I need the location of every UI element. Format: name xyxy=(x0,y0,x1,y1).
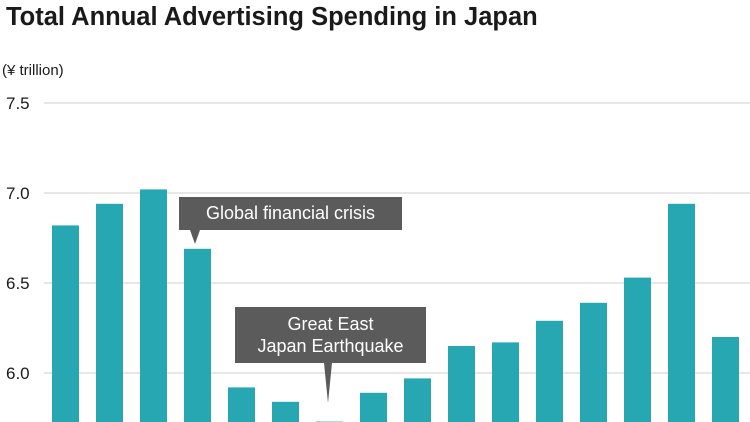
bar xyxy=(492,342,519,422)
annotation-text: Global financial crisis xyxy=(205,203,376,223)
bar xyxy=(580,302,607,422)
y-tick-label: 6.5 xyxy=(6,274,30,293)
chart-title: Total Annual Advertising Spending in Jap… xyxy=(6,3,538,31)
annotation-global-financial-crisis: Global financial crisis xyxy=(179,197,402,230)
annotation-line-1: Great East xyxy=(287,314,374,334)
bar xyxy=(184,248,211,422)
bar xyxy=(404,378,431,422)
bar xyxy=(536,320,563,422)
annotation-pointer xyxy=(190,230,200,244)
bar xyxy=(52,225,79,422)
bar xyxy=(272,401,299,422)
y-axis-unit-label: (¥ trillion) xyxy=(2,62,64,79)
bar xyxy=(668,203,695,422)
bar xyxy=(624,277,651,422)
y-tick-label: 7.0 xyxy=(6,184,30,203)
y-tick-label: 7.5 xyxy=(6,94,30,113)
bar xyxy=(712,337,739,422)
bar xyxy=(140,189,167,422)
bar xyxy=(96,203,123,422)
bar xyxy=(360,392,387,422)
annotation-line-2: Japan Earthquake xyxy=(257,336,404,356)
bar xyxy=(228,387,255,422)
y-tick-label: 6.0 xyxy=(6,364,30,383)
annotation-great-east-japan-earthquake: Great East Japan Earthquake xyxy=(235,307,426,363)
bar xyxy=(448,346,475,422)
annotation-pointer xyxy=(324,363,332,403)
